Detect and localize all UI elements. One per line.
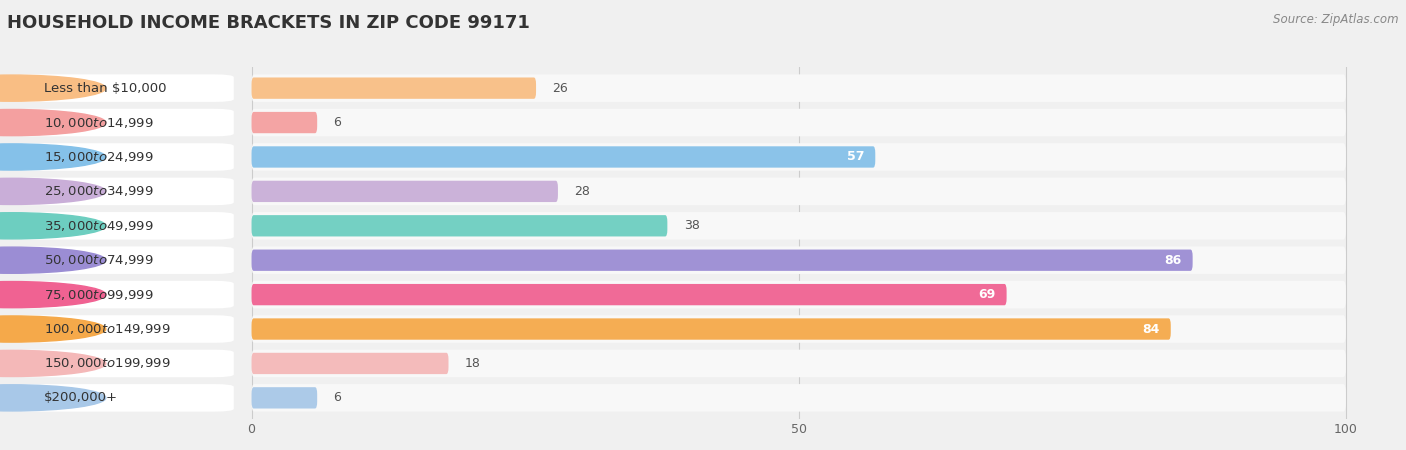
FancyBboxPatch shape — [252, 215, 668, 236]
FancyBboxPatch shape — [13, 350, 233, 377]
FancyBboxPatch shape — [252, 284, 1007, 305]
FancyBboxPatch shape — [252, 146, 876, 168]
Text: $75,000 to $99,999: $75,000 to $99,999 — [45, 288, 155, 302]
FancyBboxPatch shape — [252, 250, 1192, 271]
Circle shape — [0, 75, 105, 101]
FancyBboxPatch shape — [13, 384, 233, 412]
Circle shape — [0, 385, 105, 411]
FancyBboxPatch shape — [252, 318, 1171, 340]
Text: 57: 57 — [846, 150, 865, 163]
Text: Source: ZipAtlas.com: Source: ZipAtlas.com — [1274, 14, 1399, 27]
Text: $15,000 to $24,999: $15,000 to $24,999 — [45, 150, 155, 164]
Circle shape — [0, 109, 105, 135]
FancyBboxPatch shape — [252, 350, 1346, 377]
FancyBboxPatch shape — [13, 143, 233, 171]
FancyBboxPatch shape — [13, 315, 233, 343]
Circle shape — [0, 247, 105, 273]
Text: 18: 18 — [465, 357, 481, 370]
Circle shape — [0, 351, 105, 377]
Text: $50,000 to $74,999: $50,000 to $74,999 — [45, 253, 155, 267]
FancyBboxPatch shape — [13, 281, 233, 308]
Circle shape — [0, 178, 105, 204]
Text: HOUSEHOLD INCOME BRACKETS IN ZIP CODE 99171: HOUSEHOLD INCOME BRACKETS IN ZIP CODE 99… — [7, 14, 530, 32]
Text: $35,000 to $49,999: $35,000 to $49,999 — [45, 219, 155, 233]
FancyBboxPatch shape — [13, 74, 233, 102]
FancyBboxPatch shape — [252, 181, 558, 202]
Text: $25,000 to $34,999: $25,000 to $34,999 — [45, 184, 155, 198]
Text: $10,000 to $14,999: $10,000 to $14,999 — [45, 116, 155, 130]
FancyBboxPatch shape — [252, 143, 1346, 171]
FancyBboxPatch shape — [13, 109, 233, 136]
FancyBboxPatch shape — [252, 178, 1346, 205]
Text: 38: 38 — [683, 219, 700, 232]
FancyBboxPatch shape — [13, 212, 233, 239]
FancyBboxPatch shape — [252, 77, 536, 99]
FancyBboxPatch shape — [13, 178, 233, 205]
Text: $150,000 to $199,999: $150,000 to $199,999 — [45, 356, 170, 370]
Text: 28: 28 — [574, 185, 591, 198]
FancyBboxPatch shape — [252, 387, 318, 409]
FancyBboxPatch shape — [13, 247, 233, 274]
Text: 26: 26 — [553, 81, 568, 94]
Text: 84: 84 — [1143, 323, 1160, 336]
Circle shape — [0, 213, 105, 239]
Text: 6: 6 — [333, 116, 342, 129]
FancyBboxPatch shape — [252, 281, 1346, 308]
Circle shape — [0, 144, 105, 170]
FancyBboxPatch shape — [252, 112, 318, 133]
FancyBboxPatch shape — [252, 353, 449, 374]
Circle shape — [0, 316, 105, 342]
FancyBboxPatch shape — [252, 212, 1346, 239]
FancyBboxPatch shape — [252, 109, 1346, 136]
Text: $200,000+: $200,000+ — [45, 392, 118, 405]
Text: 69: 69 — [979, 288, 995, 301]
FancyBboxPatch shape — [252, 315, 1346, 343]
Circle shape — [0, 282, 105, 308]
FancyBboxPatch shape — [252, 384, 1346, 412]
FancyBboxPatch shape — [252, 74, 1346, 102]
FancyBboxPatch shape — [252, 247, 1346, 274]
Text: Less than $10,000: Less than $10,000 — [45, 81, 167, 94]
Text: $100,000 to $149,999: $100,000 to $149,999 — [45, 322, 170, 336]
Text: 86: 86 — [1164, 254, 1181, 267]
Text: 6: 6 — [333, 392, 342, 405]
